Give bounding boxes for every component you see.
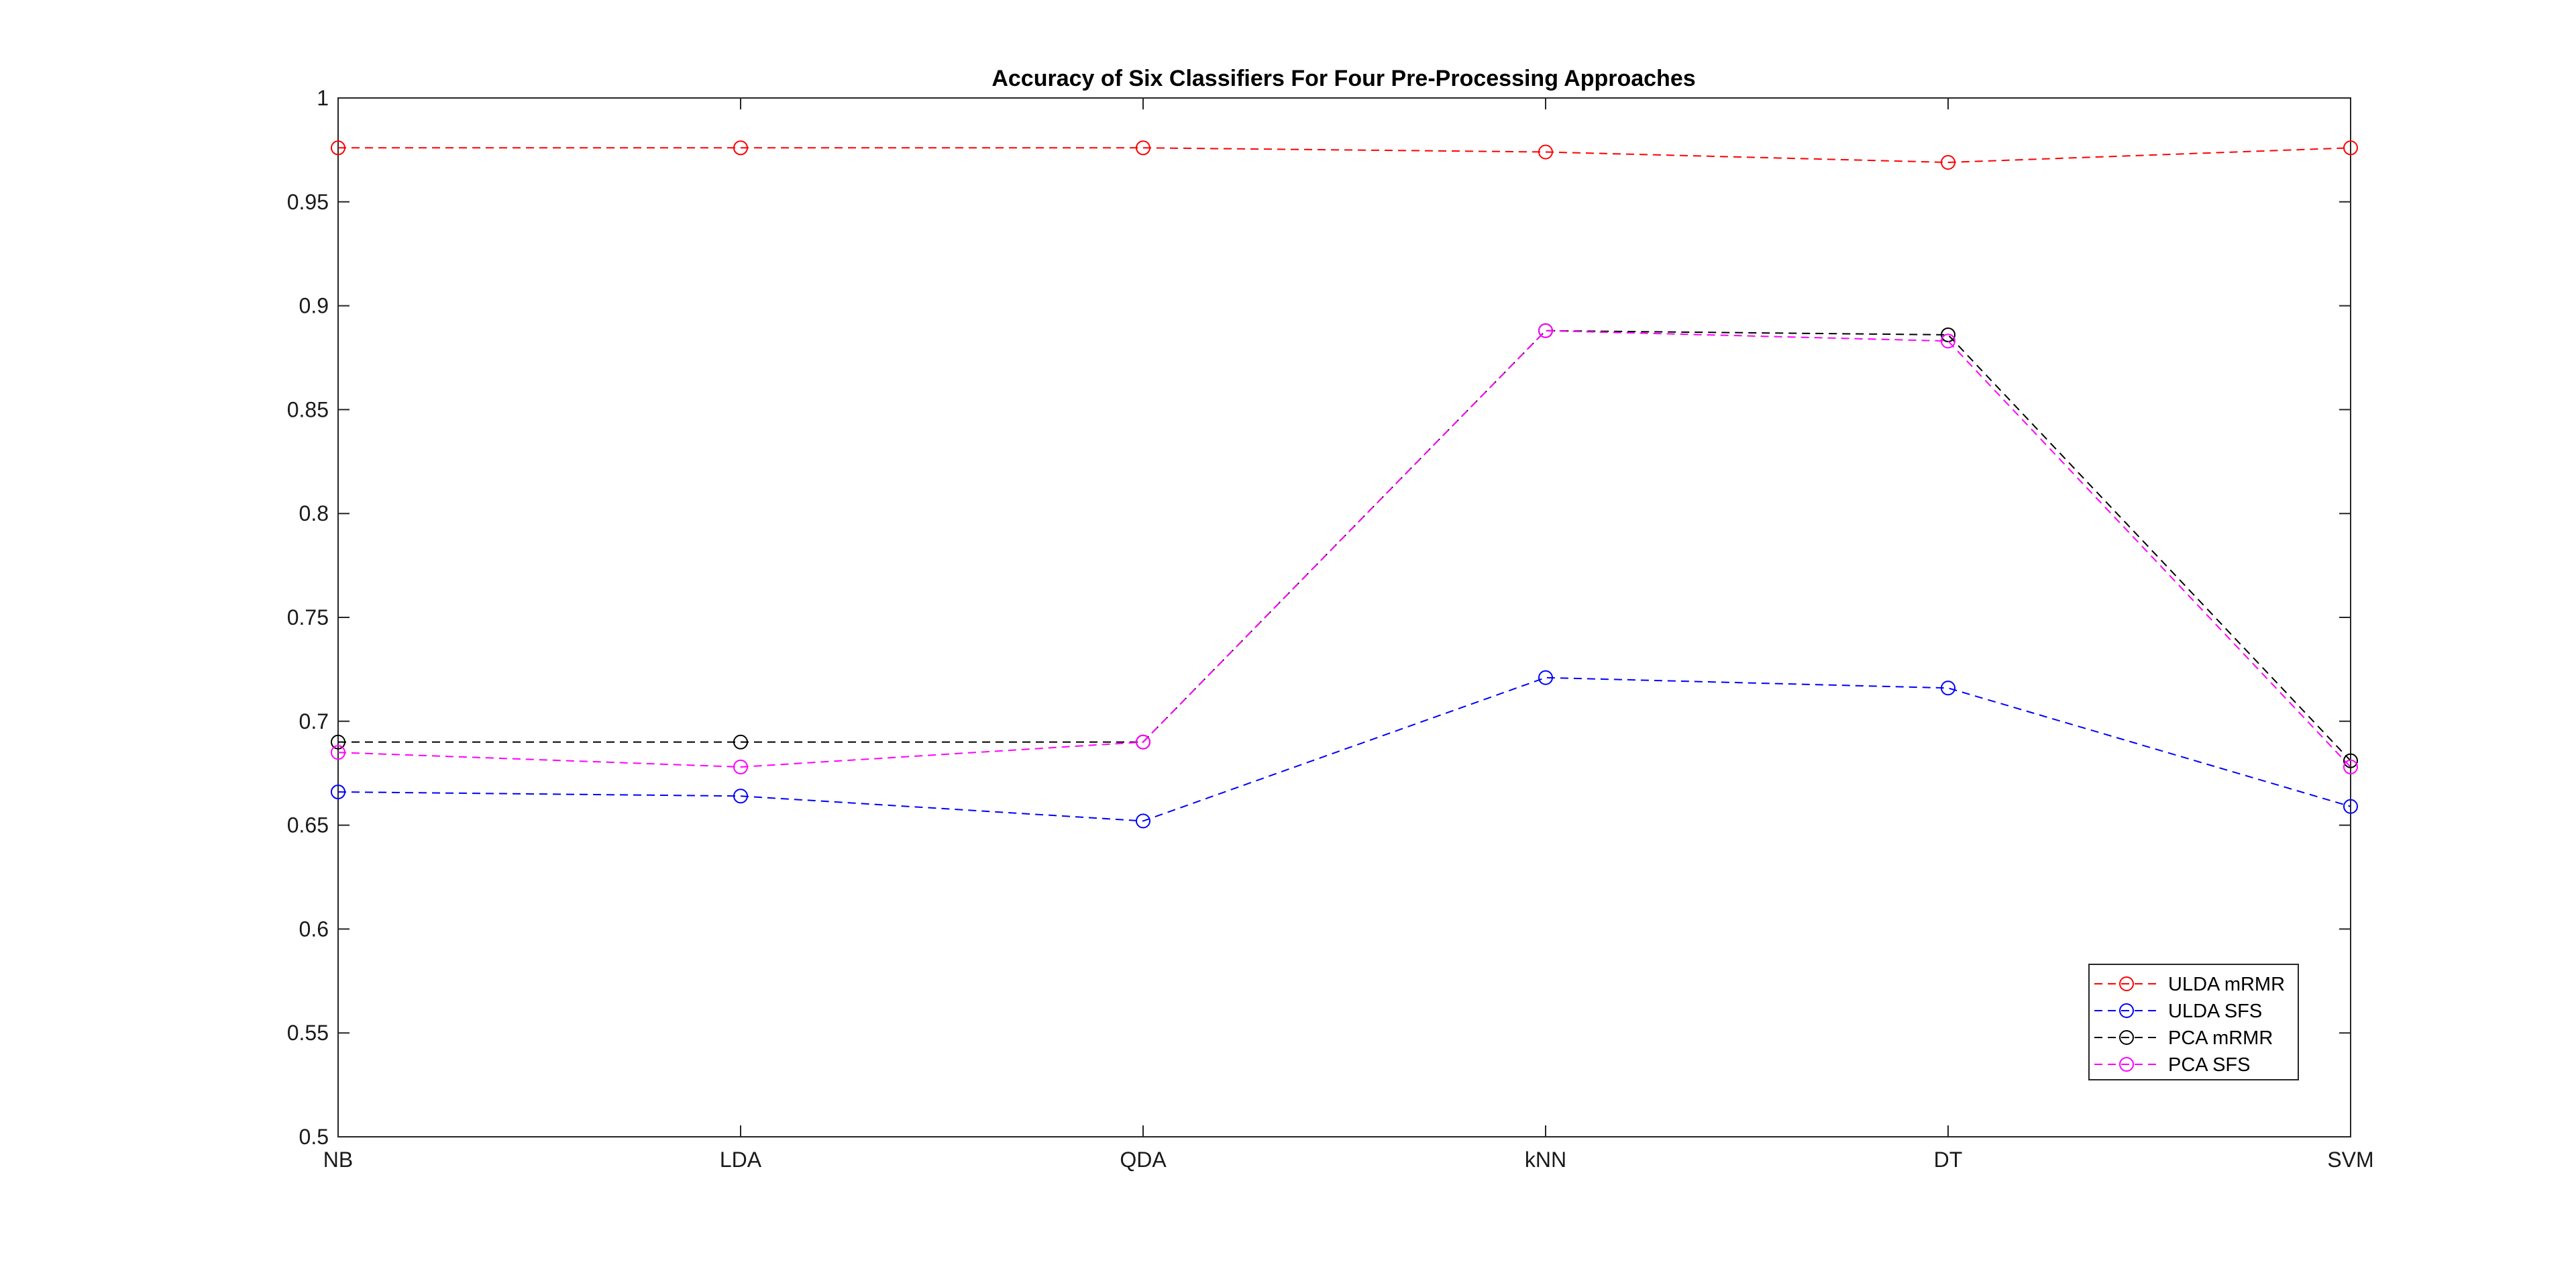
y-tick-label: 0.9 bbox=[299, 294, 329, 318]
data-point bbox=[1941, 680, 1955, 696]
data-point bbox=[331, 140, 345, 156]
series-ulda-sfs bbox=[331, 670, 2358, 829]
x-tick-label: DT bbox=[1934, 1148, 1963, 1172]
legend: ULDA mRMR ULDA SFS PCA mRMR PCA SFS bbox=[2088, 964, 2299, 1080]
legend-items: ULDA mRMR ULDA SFS PCA mRMR PCA SFS bbox=[2094, 974, 2285, 1076]
data-point bbox=[1941, 334, 1955, 349]
x-tick-label: QDA bbox=[1120, 1148, 1167, 1172]
data-point bbox=[2343, 799, 2358, 814]
y-tick-label: 0.85 bbox=[287, 397, 329, 421]
legend-marker bbox=[2119, 1003, 2134, 1018]
data-point bbox=[331, 734, 345, 750]
legend-marker bbox=[2119, 1030, 2134, 1045]
legend-marker bbox=[2119, 1057, 2134, 1072]
data-point bbox=[1136, 140, 1150, 156]
data-point bbox=[1538, 144, 1553, 160]
data-point bbox=[2343, 759, 2358, 774]
data-point bbox=[1538, 670, 1553, 685]
y-tick-label: 0.7 bbox=[299, 709, 329, 733]
data-point bbox=[331, 784, 345, 800]
legend-label: PCA mRMR bbox=[2168, 1027, 2273, 1049]
data-point bbox=[733, 789, 748, 804]
plot-area bbox=[337, 97, 2351, 1137]
legend-item-pca-mrmr: PCA mRMR bbox=[2094, 1027, 2273, 1049]
y-tick-label: 0.6 bbox=[299, 917, 329, 941]
legend-item-ulda-mrmr: ULDA mRMR bbox=[2094, 974, 2285, 995]
y-tick-label: 0.8 bbox=[299, 501, 329, 525]
legend-item-pca-sfs: PCA SFS bbox=[2094, 1054, 2251, 1076]
x-tick-label: SVM bbox=[2327, 1148, 2373, 1172]
data-point bbox=[1136, 813, 1150, 829]
y-tick-label: 0.95 bbox=[287, 190, 329, 214]
data-point bbox=[1941, 154, 1955, 170]
series-line bbox=[338, 147, 2351, 163]
y-tick-label: 0.65 bbox=[287, 813, 329, 838]
series-layer bbox=[331, 140, 2358, 829]
data-point bbox=[733, 734, 748, 750]
chart-title: Accuracy of Six Classifiers For Four Pre… bbox=[991, 66, 1695, 91]
series-line bbox=[337, 676, 2351, 822]
y-tick-label: 0.75 bbox=[287, 605, 329, 629]
legend-label: ULDA SFS bbox=[2168, 1001, 2262, 1022]
series-line bbox=[337, 330, 2351, 768]
series-ulda-mrmr bbox=[331, 140, 2358, 170]
data-point bbox=[733, 140, 748, 156]
x-tick-label: NB bbox=[323, 1148, 353, 1172]
data-point bbox=[733, 759, 748, 774]
series-pca-sfs bbox=[331, 323, 2358, 774]
data-point bbox=[1538, 323, 1553, 338]
y-tick-label: 0.55 bbox=[287, 1021, 329, 1045]
legend-marker bbox=[2119, 976, 2134, 991]
x-tick-label: kNN bbox=[1525, 1148, 1566, 1172]
legend-label: ULDA mRMR bbox=[2168, 974, 2285, 995]
data-point bbox=[2343, 140, 2358, 156]
axis-ticks bbox=[337, 97, 2351, 1137]
axis-tick-labels: NB LDA QDA kNN DT SVM 0.5 0.55 0.6 0.65 0.7 0.75 0.8… bbox=[287, 86, 2374, 1172]
data-point bbox=[1136, 734, 1150, 750]
data-point bbox=[2343, 753, 2358, 768]
legend-label: PCA SFS bbox=[2168, 1054, 2251, 1076]
x-tick-label: LDA bbox=[720, 1148, 762, 1172]
legend-item-ulda-sfs: ULDA SFS bbox=[2094, 1001, 2262, 1022]
y-tick-label: 0.5 bbox=[299, 1125, 329, 1149]
data-point bbox=[331, 745, 345, 760]
y-tick-label: 1 bbox=[317, 86, 329, 110]
